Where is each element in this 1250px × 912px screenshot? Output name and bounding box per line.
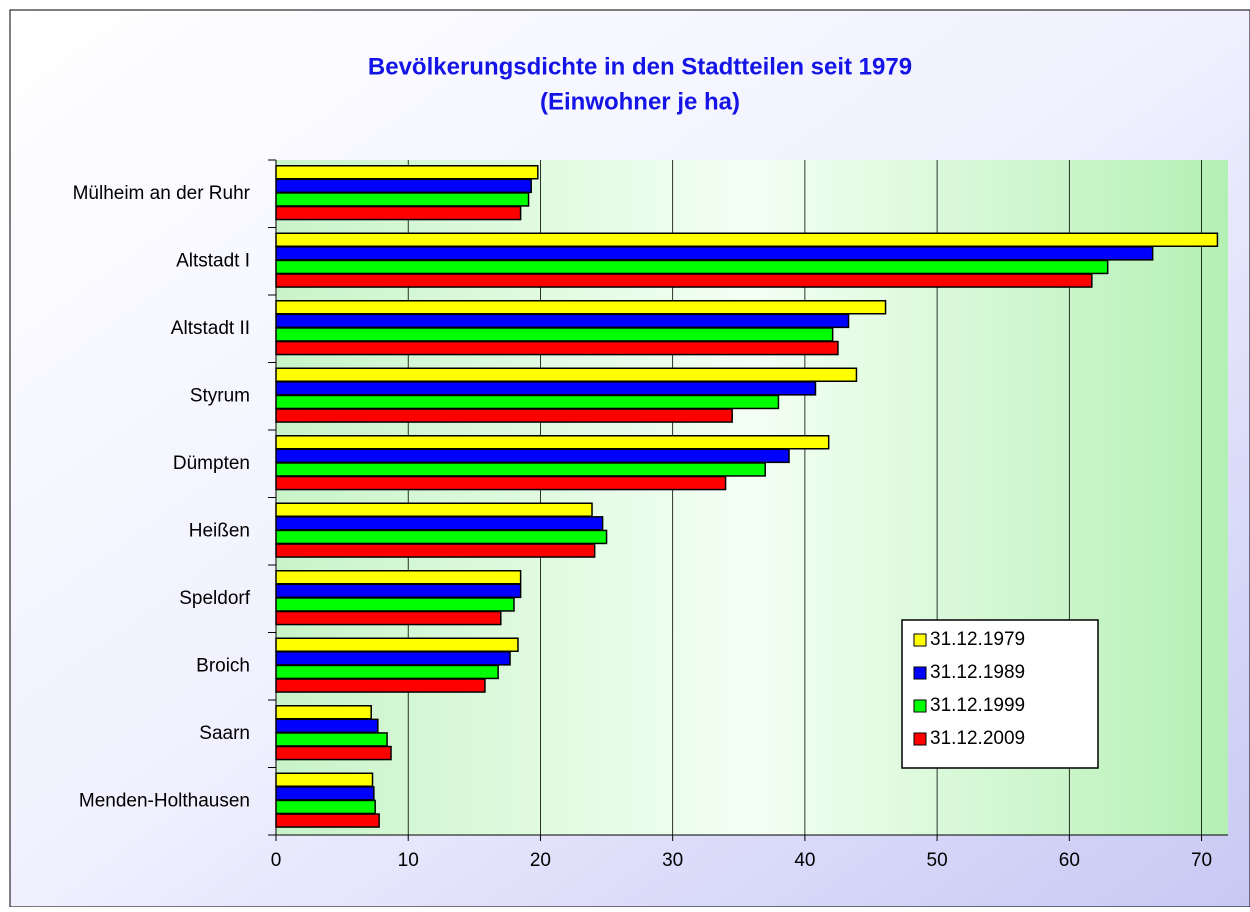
bar <box>275 597 515 612</box>
y-tick-label: Styrum <box>190 385 250 406</box>
chart-title: Bevölkerungsdichte in den Stadtteilen se… <box>368 53 912 80</box>
legend-swatch <box>913 699 927 713</box>
legend-label: 31.12.2009 <box>930 728 1025 749</box>
y-tick-label: Dümpten <box>173 453 250 474</box>
x-tick-label: 40 <box>794 850 815 871</box>
chart-subtitle: (Einwohner je ha) <box>540 88 740 115</box>
bar <box>275 408 733 423</box>
y-tick-label: Broich <box>196 655 250 676</box>
bar <box>275 529 608 545</box>
bar <box>275 273 1093 288</box>
bar <box>275 664 499 680</box>
y-tick-label: Saarn <box>199 723 250 744</box>
x-tick-label: 0 <box>271 850 282 871</box>
x-tick-label: 50 <box>927 850 948 871</box>
y-tick-label: Heißen <box>189 520 250 541</box>
bar <box>275 394 780 410</box>
bar <box>275 678 486 693</box>
bar <box>275 205 522 221</box>
bar <box>275 192 530 207</box>
bar <box>275 610 502 626</box>
bar <box>275 435 830 450</box>
legend-swatch <box>913 732 927 746</box>
bar <box>275 732 388 747</box>
x-tick-label: 10 <box>398 850 419 871</box>
bar <box>275 448 790 464</box>
bar <box>275 637 519 652</box>
y-tick-label: Altstadt I <box>176 250 250 271</box>
legend-label: 31.12.1989 <box>930 662 1025 683</box>
y-tick-label: Menden-Holthausen <box>79 790 250 811</box>
bar <box>275 367 858 382</box>
bar <box>275 570 522 585</box>
legend-swatch <box>913 666 927 680</box>
y-tick-label: Mülheim an der Ruhr <box>73 183 251 204</box>
bar <box>275 232 1219 247</box>
bar <box>275 327 834 342</box>
legend-swatch <box>913 633 927 647</box>
y-tick-label: Speldorf <box>179 588 250 609</box>
bar <box>275 583 522 599</box>
bar <box>275 165 539 180</box>
bar <box>275 178 532 194</box>
x-tick-label: 20 <box>530 850 551 871</box>
x-tick-label: 70 <box>1191 850 1212 871</box>
bar <box>275 259 1109 275</box>
bar <box>275 516 604 531</box>
legend-box <box>901 619 1099 769</box>
bar <box>275 651 511 666</box>
bar <box>275 772 374 787</box>
bar <box>275 813 380 828</box>
bar <box>275 543 596 558</box>
bar <box>275 313 850 329</box>
legend-label: 31.12.1999 <box>930 695 1025 716</box>
bar <box>275 799 376 815</box>
bar <box>275 502 593 517</box>
legend-label: 31.12.1979 <box>930 629 1025 650</box>
bar <box>275 300 887 315</box>
x-tick-label: 60 <box>1059 850 1080 871</box>
bar <box>275 246 1154 261</box>
y-tick-label: Altstadt II <box>171 318 250 339</box>
bar <box>275 786 375 801</box>
bar <box>275 462 766 477</box>
bar <box>275 475 727 491</box>
bar <box>275 705 372 720</box>
bar <box>275 381 817 396</box>
bar <box>275 718 379 734</box>
x-tick-label: 30 <box>662 850 683 871</box>
bar <box>275 340 839 356</box>
bar <box>275 745 392 761</box>
